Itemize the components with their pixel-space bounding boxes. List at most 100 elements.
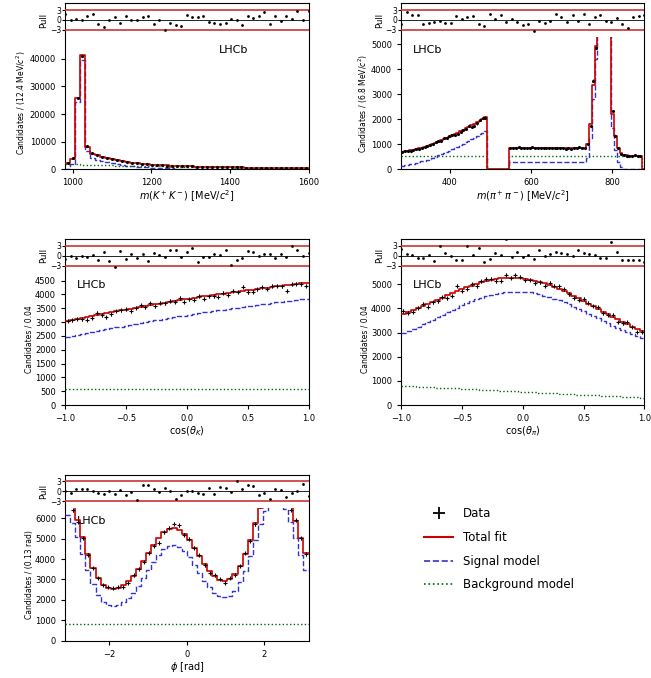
Point <box>159 24 170 35</box>
Point <box>281 252 292 263</box>
X-axis label: $m(K^+K^-)$ [MeV/$c^2$]: $m(K^+K^-)$ [MeV/$c^2$] <box>139 188 234 204</box>
Point <box>231 476 242 487</box>
Point <box>529 254 539 264</box>
Point <box>298 251 308 262</box>
Point <box>495 250 506 260</box>
Point <box>264 249 275 260</box>
Point <box>198 10 208 21</box>
Point <box>60 254 70 265</box>
Point <box>275 15 286 26</box>
Point <box>242 245 253 256</box>
Point <box>109 12 120 22</box>
Point <box>104 485 115 496</box>
Point <box>231 14 242 25</box>
Point <box>154 15 164 26</box>
Point <box>484 254 495 264</box>
Y-axis label: Pull: Pull <box>375 12 384 28</box>
Point <box>71 14 81 24</box>
Point <box>634 10 644 21</box>
Point <box>551 246 561 257</box>
Point <box>473 19 484 30</box>
Point <box>209 249 219 260</box>
Point <box>523 18 534 29</box>
Point <box>529 26 539 37</box>
Point <box>187 12 197 22</box>
Y-axis label: Pull: Pull <box>39 484 48 499</box>
X-axis label: $\cos(\theta_{\pi})$: $\cos(\theta_{\pi})$ <box>505 424 540 438</box>
Point <box>606 16 616 27</box>
Point <box>303 490 314 501</box>
Point <box>298 479 308 490</box>
Point <box>60 485 70 496</box>
Point <box>518 20 528 31</box>
Point <box>557 248 567 259</box>
Point <box>154 487 164 498</box>
Point <box>303 6 314 17</box>
Point <box>182 247 192 258</box>
Point <box>286 241 297 252</box>
Point <box>253 10 264 21</box>
Point <box>634 254 644 265</box>
Point <box>281 11 292 22</box>
Point <box>402 248 412 259</box>
Point <box>584 248 594 259</box>
Point <box>568 9 578 20</box>
Point <box>270 11 281 22</box>
Point <box>187 485 197 496</box>
Point <box>501 17 512 28</box>
Point <box>418 252 428 263</box>
Point <box>237 252 247 263</box>
Point <box>143 11 153 22</box>
Point <box>132 14 142 25</box>
Point <box>506 14 517 24</box>
Point <box>623 22 633 33</box>
Point <box>490 14 501 24</box>
Legend: Data, Total fit, Signal model, Background model: Data, Total fit, Signal model, Backgroun… <box>419 503 579 596</box>
Point <box>286 14 297 24</box>
Point <box>71 252 81 263</box>
Point <box>220 18 230 28</box>
Point <box>65 14 76 25</box>
Point <box>573 15 583 26</box>
Point <box>226 486 236 497</box>
Point <box>259 7 270 18</box>
Point <box>115 245 126 256</box>
Point <box>215 250 225 260</box>
Point <box>176 20 186 31</box>
Point <box>303 247 314 258</box>
X-axis label: $\cos(\theta_K)$: $\cos(\theta_K)$ <box>169 424 205 438</box>
Point <box>148 483 159 494</box>
Point <box>568 250 578 261</box>
Point <box>275 249 286 260</box>
Point <box>446 18 456 28</box>
Point <box>204 483 214 494</box>
Point <box>259 487 270 498</box>
Point <box>468 11 478 22</box>
Point <box>264 19 275 30</box>
Point <box>98 21 109 32</box>
Point <box>137 480 148 491</box>
Point <box>457 254 467 265</box>
Point <box>501 233 512 244</box>
Point <box>237 483 247 494</box>
Point <box>226 14 236 24</box>
Point <box>418 19 428 30</box>
Point <box>193 488 203 499</box>
Point <box>601 253 611 264</box>
Point <box>579 247 589 258</box>
Point <box>87 485 98 496</box>
X-axis label: $m(\pi^+\pi^-)$ [MeV/$c^{2}$]: $m(\pi^+\pi^-)$ [MeV/$c^{2}$] <box>476 188 570 204</box>
Point <box>540 18 550 28</box>
Point <box>579 8 589 19</box>
Point <box>71 484 81 495</box>
Point <box>65 251 76 262</box>
Point <box>546 248 556 259</box>
Point <box>65 487 76 498</box>
Point <box>93 254 104 265</box>
Point <box>126 249 137 260</box>
Point <box>396 18 406 29</box>
Point <box>424 18 434 28</box>
Point <box>551 8 561 19</box>
Point <box>171 494 181 505</box>
Point <box>557 12 567 23</box>
